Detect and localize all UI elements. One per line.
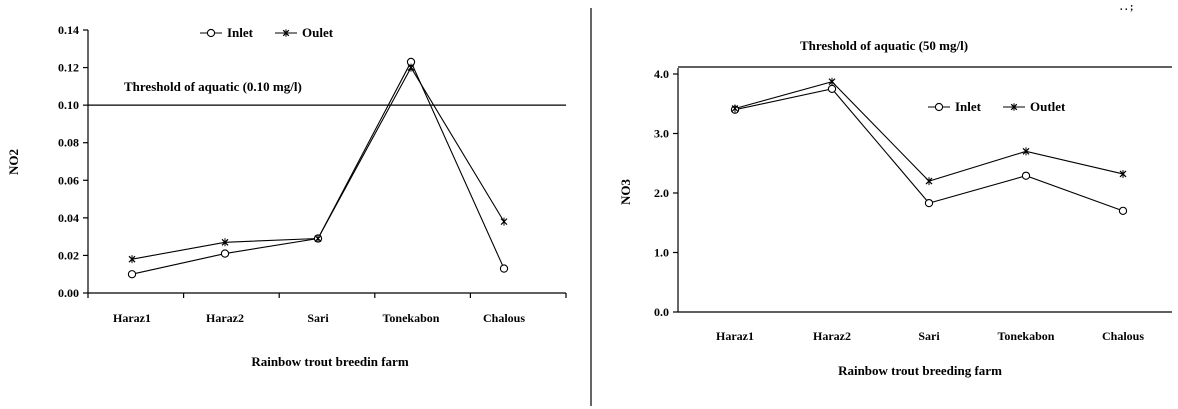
data-point-outlet [1022,147,1030,156]
no2-y-axis-label: NO2 [6,149,21,175]
no3-chart: 0.0 1.0 2.0 3.0 4.0 Haraz1 Haraz2 Sari Tonekabo… [618,38,1172,378]
data-point-inlet [127,270,137,279]
corner-mark: . . ; [1120,2,1133,13]
data-point-oulet [221,238,229,247]
no2-x-axis-label: Rainbow trout breedin farm [251,354,408,369]
x-tick-label: Haraz2 [206,311,244,325]
y-tick-label: 0.10 [58,98,79,112]
no3-legend: Inlet Outlet [928,99,1066,114]
no2-series [127,57,509,279]
legend-marker-circle [934,102,944,112]
x-tick-label: Tonekabon [383,311,440,325]
no2-x-ticks: Haraz1 Haraz2 Sari Tonekabon Chalous [87,293,567,325]
no3-x-ticks: Haraz1 Haraz2 Sari Tonekabon Chalous [716,329,1144,343]
legend-label-inlet: Inlet [955,99,982,114]
x-tick-label: Haraz1 [113,311,151,325]
no3-y-ticks: 0.0 1.0 2.0 3.0 4.0 [654,67,678,319]
data-point-oulet [128,255,136,264]
data-point-oulet [407,63,415,72]
y-tick-label: 3.0 [654,127,669,141]
data-point-inlet [1021,171,1031,180]
no3-series [730,77,1128,215]
x-tick-label: Sari [307,311,329,325]
x-tick-label: Sari [918,329,940,343]
legend-label-outlet: Oulet [302,25,334,40]
x-tick-label: Haraz1 [716,329,754,343]
y-tick-label: 0.08 [58,136,79,150]
y-tick-label: 0.12 [58,61,79,75]
x-tick-label: Chalous [1102,329,1144,343]
no3-x-axis-label: Rainbow trout breeding farm [838,363,1002,378]
no2-y-ticks: 0.00 0.02 0.04 0.06 0.08 0.10 0.12 0.14 [58,23,88,300]
legend-marker-x [1010,103,1018,111]
y-tick-label: 0.04 [58,211,79,225]
y-tick-label: 0.14 [58,23,79,37]
data-point-inlet [924,198,934,208]
data-point-inlet [499,264,509,273]
y-tick-label: 0.02 [58,248,79,262]
legend-label-outlet: Outlet [1030,99,1066,114]
no3-y-axis-label: NO3 [618,179,633,206]
data-point-inlet [220,249,230,258]
data-point-oulet [314,234,322,243]
data-point-outlet [925,177,933,186]
y-tick-label: 4.0 [654,67,669,81]
legend-label-inlet: Inlet [227,25,254,40]
x-tick-label: Tonekabon [998,329,1055,343]
x-tick-label: Chalous [483,311,525,325]
data-point-inlet [1118,206,1128,215]
x-tick-label: Haraz2 [813,329,851,343]
y-tick-label: 0.00 [58,286,79,300]
y-tick-label: 1.0 [654,246,669,260]
data-point-outlet [828,77,836,86]
data-point-outlet [731,104,739,113]
no2-chart: 0.000.020.040.060.080.100.120.14 Haraz1 H… [6,23,567,369]
no2-legend: Inlet Oulet [200,25,334,40]
no3-threshold-label: Threshold of aquatic (50 mg/l) [800,38,968,53]
series-line-oulet [131,66,505,260]
series-line-outlet [734,81,1124,182]
legend-x-glyph [282,29,290,37]
y-tick-label: 0.06 [58,173,79,187]
data-point-oulet [500,217,508,226]
y-tick-label: 0.0 [654,305,669,319]
data-point-outlet [1119,169,1127,178]
data-point-inlet [827,84,837,94]
legend-x-glyph [1010,103,1018,111]
no2-threshold-label: Threshold of aquatic (0.10 mg/l) [124,79,302,94]
legend-marker-x [282,29,290,37]
y-tick-label: 2.0 [654,186,669,200]
legend-marker-circle [206,28,216,38]
